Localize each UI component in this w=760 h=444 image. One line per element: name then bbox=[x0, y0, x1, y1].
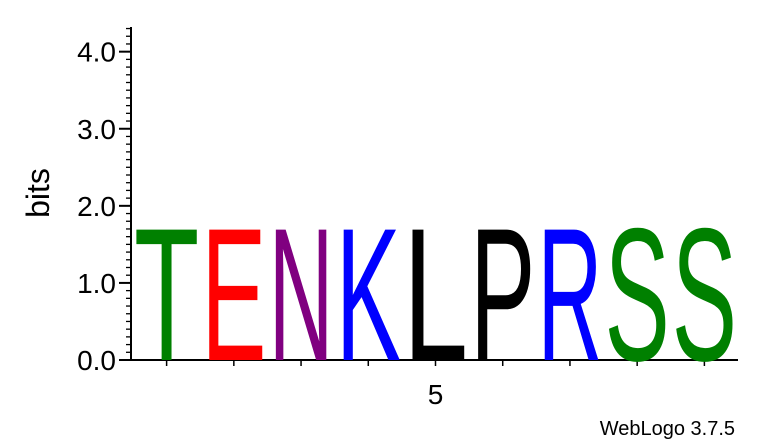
logo-letter-t: T bbox=[134, 189, 199, 401]
y-tick-label: 1.0 bbox=[77, 268, 116, 299]
logo-letter-e: E bbox=[201, 189, 266, 400]
y-tick-label: 3.0 bbox=[77, 114, 116, 145]
logo-letter-p: P bbox=[470, 189, 535, 400]
logo-letter-s: S bbox=[605, 189, 670, 400]
y-axis-label: bits bbox=[20, 168, 56, 218]
x-axis: 5 bbox=[130, 359, 738, 410]
y-axis: 0.0 1.0 2.0 3.0 4.0 bbox=[77, 27, 132, 376]
logo-letter-n: N bbox=[268, 190, 333, 401]
logo-letter-k: K bbox=[336, 189, 401, 400]
weblogo-credit: WebLogo 3.7.5 bbox=[600, 418, 735, 440]
y-tick-label: 0.0 bbox=[77, 345, 116, 376]
y-tick-label: 4.0 bbox=[77, 37, 116, 68]
y-tick-label: 2.0 bbox=[77, 191, 116, 222]
logo-letter-r: R bbox=[537, 190, 602, 401]
logo-letter-l: L bbox=[403, 189, 468, 401]
x-tick-label: 5 bbox=[428, 379, 444, 410]
logo-letter-s: S bbox=[672, 189, 737, 400]
